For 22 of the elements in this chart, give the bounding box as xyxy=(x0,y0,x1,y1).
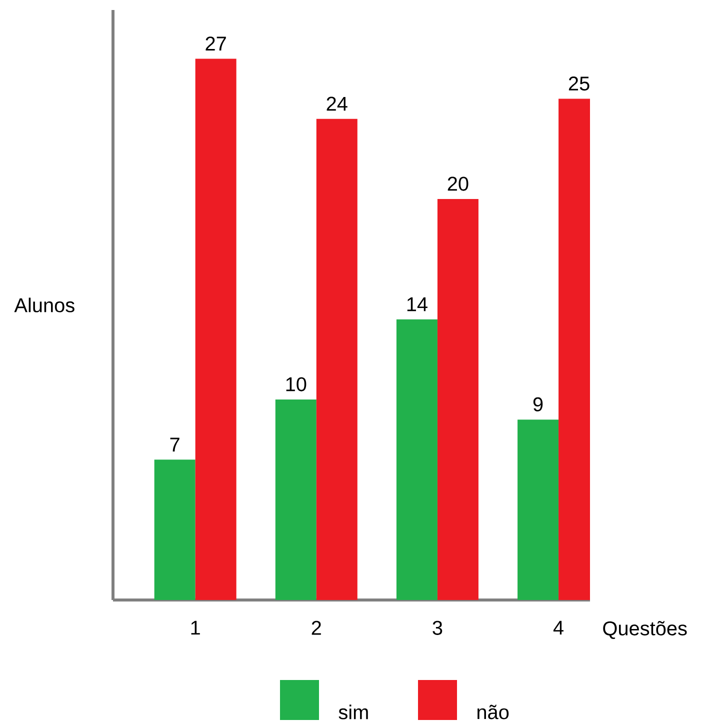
x-tick-label: 1 xyxy=(191,620,200,635)
bar xyxy=(154,460,196,600)
legend-label: não xyxy=(478,704,509,720)
x-tick-label: 3 xyxy=(432,620,442,635)
bar xyxy=(396,319,438,600)
legend-label: sim xyxy=(338,704,368,720)
data-label: 25 xyxy=(568,76,590,91)
bar xyxy=(275,400,316,600)
bar xyxy=(195,58,236,600)
bar xyxy=(437,199,478,600)
data-label: 20 xyxy=(448,176,468,191)
data-label: 27 xyxy=(206,36,226,51)
data-label: 7 xyxy=(170,438,180,452)
y-axis-title: Alunos xyxy=(14,298,74,312)
data-label: 24 xyxy=(326,96,348,111)
data-label: 14 xyxy=(407,297,428,312)
x-axis-title: Questões xyxy=(603,620,687,640)
bar xyxy=(316,118,358,600)
data-label: 10 xyxy=(286,377,306,392)
x-tick-label: 4 xyxy=(553,620,564,635)
x-tick-label: 2 xyxy=(312,620,321,635)
data-label: 9 xyxy=(533,397,543,412)
